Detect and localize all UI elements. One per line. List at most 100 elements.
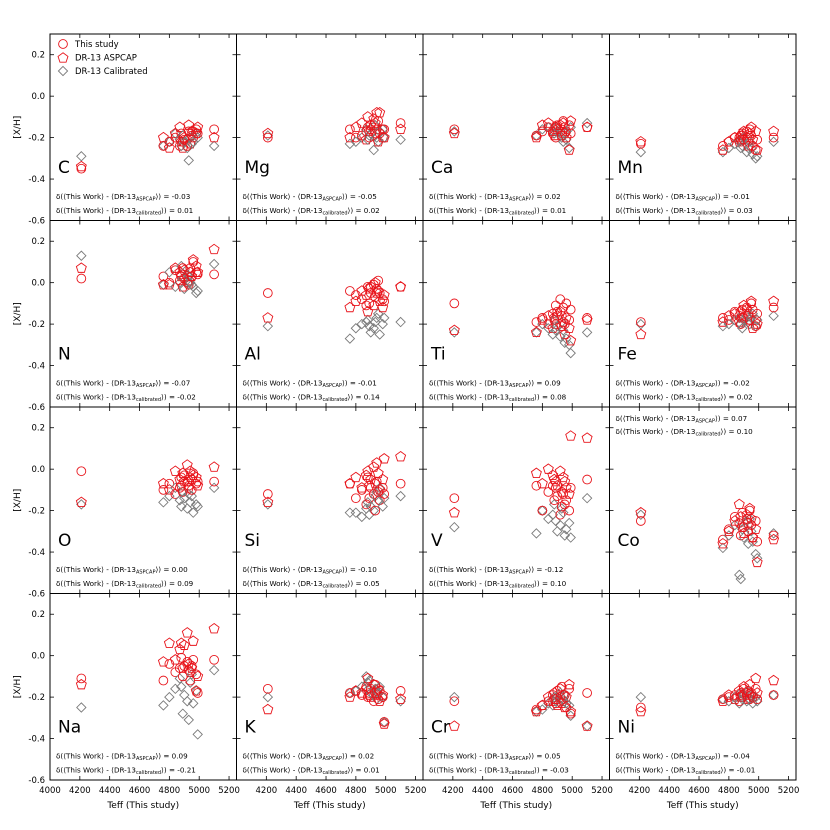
marker-aspcap [560,131,572,143]
marker-aspcap [530,467,542,478]
markers [75,622,220,740]
marker-calibrated [262,320,274,332]
x-tick-label: 4400 [658,786,680,796]
marker-calibrated [747,536,758,547]
marker-this-study [158,141,169,151]
marker-this-study [750,321,761,332]
marker-this-study [752,134,763,145]
x-tick-label: 5200 [405,786,427,796]
marker-calibrated [365,128,377,139]
marker-calibrated [635,146,647,158]
marker-calibrated [717,320,729,332]
element-label: K [245,718,257,738]
marker-calibrated [378,312,390,324]
marker-calibrated [176,501,187,512]
marker-calibrated [734,569,745,581]
marker-this-study [379,296,390,307]
marker-aspcap [635,136,647,147]
marker-aspcap [262,703,274,715]
marker-aspcap [744,502,756,514]
marker-calibrated [581,327,593,338]
marker-this-study [345,688,355,698]
marker-calibrated [192,285,203,297]
delta-aspcap: δ(⟨This Work⟩ - ⟨DR-13ASPCAP⟩) = -0.05 [243,192,377,203]
marker-aspcap [187,254,199,265]
y-tick-label: -0.2 [28,693,45,703]
marker-calibrated [563,517,575,529]
marker-calibrated [449,521,460,533]
marker-this-study [377,692,388,702]
marker-this-study [724,524,734,535]
marker-aspcap [563,144,575,155]
marker-this-study [768,530,779,541]
marker-aspcap [395,693,407,704]
delta-calibrated: δ(⟨This Work⟩ - ⟨DR-13calibrated⟩) = 0.1… [429,579,567,590]
marker-aspcap [169,465,181,476]
marker-this-study [750,516,761,526]
element-label: Si [245,531,261,551]
marker-this-study [635,317,646,327]
marker-calibrated [174,495,186,506]
marker-this-study [635,138,646,149]
markers [75,243,220,299]
marker-aspcap [723,689,735,700]
y-axis-label: [X/H] [13,116,23,139]
panel-k: 4200 4400 4600 4800 5000 5200 Teff (This study… [236,593,427,811]
x-tick-label: 5200 [218,786,240,796]
markers [635,672,780,717]
marker-this-study [724,692,734,702]
marker-this-study [564,683,575,694]
y-axis-label: [X/H] [13,489,23,512]
marker-this-study [191,478,202,489]
delta-calibrated: δ(⟨This Work⟩ - ⟨DR-13calibrated⟩) = 0.1… [616,427,754,438]
delta-calibrated: δ(⟨This Work⟩ - ⟨DR-13calibrated⟩) = -0.… [616,766,756,777]
marker-calibrated [738,532,750,543]
delta-aspcap: δ(⟨This Work⟩ - ⟨DR-13ASPCAP⟩) = 0.05 [429,752,561,763]
marker-aspcap [369,117,381,128]
y-tick-label: -0.4 [28,735,45,745]
marker-aspcap [556,320,568,331]
marker-aspcap [747,133,759,145]
marker-aspcap [262,312,274,323]
marker-this-study [262,132,273,143]
marker-calibrated [717,542,729,554]
marker-aspcap [751,318,763,329]
marker-this-study [635,516,646,526]
panel-fe: Fe δ(⟨This Work⟩ - ⟨DR-13ASPCAP⟩) = -0.02… [609,220,797,408]
marker-aspcap [368,299,380,311]
marker-aspcap [377,689,389,700]
marker-aspcap [635,705,647,717]
markers [262,671,407,729]
marker-aspcap [163,484,175,495]
marker-calibrated [560,698,572,709]
y-tick-label: -0.2 [28,134,45,144]
marker-aspcap [565,430,577,441]
panel-n: 0.2 0.0 -0.2 -0.4 -0.6 [X/H] Nδ(⟨This Work⟩ - … [13,220,237,413]
delta-aspcap: δ(⟨This Work⟩ - ⟨DR-13ASPCAP⟩) = 0.02 [243,752,375,763]
x-axis-label: Teff (This study) [479,801,552,811]
marker-aspcap [768,674,780,686]
marker-calibrated [556,503,567,514]
marker-calibrated [395,134,406,145]
element-label: Fe [618,345,637,365]
marker-calibrated [344,507,356,518]
marker-aspcap [768,533,780,545]
marker-this-study [176,652,187,663]
panel-c: 0.2 0.0 -0.2 -0.4 -0.6 [X/H] Cδ(⟨This Work⟩ - … [13,33,237,227]
delta-calibrated: δ(⟨This Work⟩ - ⟨DR-13calibrated⟩) = 0.0… [616,393,753,404]
marker-aspcap [448,506,460,518]
marker-aspcap [175,479,187,491]
marker-calibrated [164,267,175,278]
x-tick-label: 4800 [532,786,554,796]
marker-calibrated [750,548,761,560]
legend-marker-this-study [58,39,68,49]
marker-aspcap [190,685,202,696]
marker-this-study [364,298,375,309]
panel-ti: Ti δ(⟨This Work⟩ - ⟨DR-13ASPCAP⟩) = 0.09 δ… [422,220,610,408]
marker-aspcap [75,160,87,172]
delta-aspcap: δ(⟨This Work⟩ - ⟨DR-13ASPCAP⟩) = -0.10 [243,565,378,576]
marker-calibrated [158,700,169,711]
y-tick-label: -0.2 [28,320,45,330]
marker-this-study [209,654,219,665]
